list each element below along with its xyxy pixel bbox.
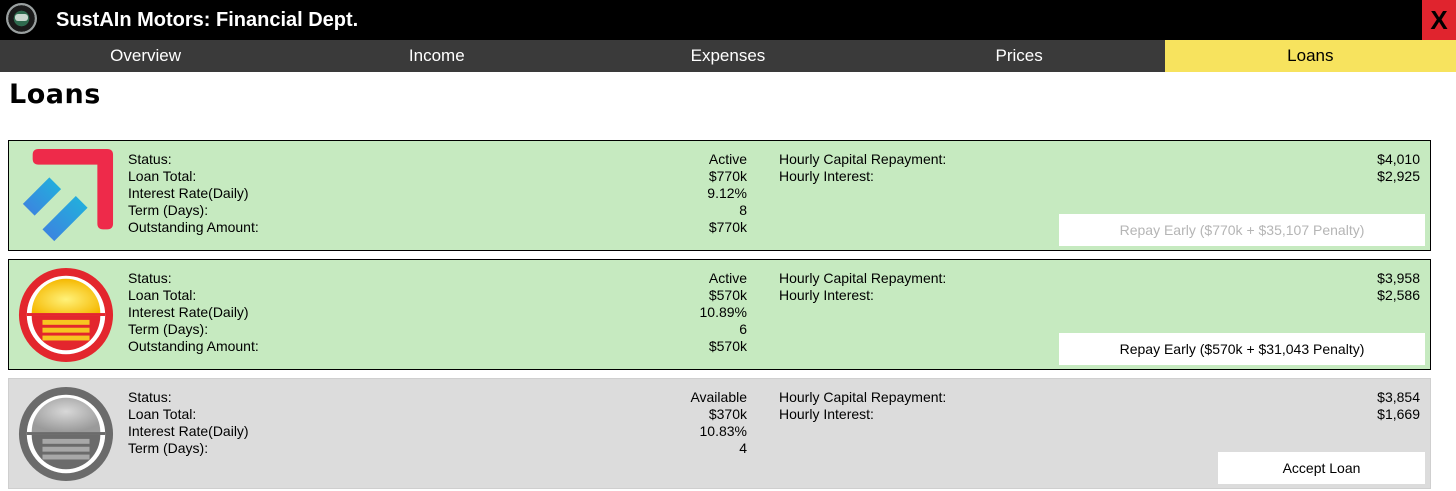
grey-shield-logo-icon [18, 386, 114, 482]
tab-expenses[interactable]: Expenses [690, 46, 766, 65]
interest-rate-value: 9.12% [707, 185, 747, 201]
hourly-capital-label: Hourly Capital Repayment: [779, 270, 947, 286]
repayment-values: $3,958 $2,586 [1259, 270, 1420, 304]
diagonal-arrow-logo-icon [22, 148, 114, 242]
title-bar: SustAIn Motors: Financial Dept. X [0, 0, 1456, 40]
close-button[interactable]: X [1422, 0, 1456, 40]
outstanding-label: Outstanding Amount: [128, 338, 259, 354]
tab-loans[interactable]: Loans [1164, 40, 1456, 72]
tab-prices[interactable]: Prices [995, 46, 1043, 65]
repayment-values: $4,010 $2,925 [1259, 151, 1420, 185]
repay-early-button: Repay Early ($770k + $35,107 Penalty) [1059, 214, 1425, 246]
status-value: Available [690, 389, 747, 405]
hourly-capital-value: $3,958 [1377, 270, 1420, 286]
status-value: Active [708, 270, 747, 286]
loan-labels: Status: Loan Total: Interest Rate(Daily)… [128, 270, 259, 355]
hourly-interest-label: Hourly Interest: [779, 406, 874, 422]
term-value: 8 [739, 202, 747, 218]
interest-rate-value: 10.83% [699, 423, 747, 439]
loan-total-label: Loan Total: [128, 168, 197, 184]
loan-card: Status: Loan Total: Interest Rate(Daily)… [8, 259, 1431, 370]
hourly-capital-value: $4,010 [1377, 151, 1420, 167]
repay-early-button[interactable]: Repay Early ($570k + $31,043 Penalty) [1059, 333, 1425, 365]
loan-total-value: $570k [708, 287, 747, 303]
tab-overview[interactable]: Overview [110, 46, 182, 65]
loan-values: Active $570k 10.89% 6 $570k [569, 270, 747, 355]
term-value: 6 [739, 321, 747, 337]
loan-total-value: $370k [708, 406, 747, 422]
sunrise-shield-logo-icon [18, 267, 114, 363]
status-value: Active [708, 151, 747, 167]
status-label: Status: [128, 151, 172, 167]
hourly-capital-label: Hourly Capital Repayment: [779, 151, 947, 167]
hourly-capital-value: $3,854 [1377, 389, 1420, 405]
hourly-interest-value: $2,925 [1377, 168, 1420, 184]
repayment-values: $3,854 $1,669 [1259, 389, 1420, 423]
term-label: Term (Days): [128, 202, 209, 218]
loan-card: Status: Loan Total: Interest Rate(Daily)… [8, 140, 1431, 251]
tab-bar: Overview Income Expenses Prices Loans [0, 40, 1456, 72]
loan-card: Status: Loan Total: Interest Rate(Daily)… [8, 378, 1431, 489]
term-label: Term (Days): [128, 440, 209, 456]
hourly-capital-label: Hourly Capital Repayment: [779, 389, 947, 405]
hourly-interest-label: Hourly Interest: [779, 168, 874, 184]
repayment-labels: Hourly Capital Repayment: Hourly Interes… [779, 270, 946, 304]
loan-values: Available $370k 10.83% 4 [569, 389, 747, 457]
window-title: SustAIn Motors: Financial Dept. [56, 9, 359, 31]
outstanding-value: $570k [708, 338, 747, 354]
status-label: Status: [128, 389, 172, 405]
outstanding-label: Outstanding Amount: [128, 219, 259, 235]
hourly-interest-label: Hourly Interest: [779, 287, 874, 303]
loan-values: Active $770k 9.12% 8 $770k [569, 151, 747, 236]
interest-rate-label: Interest Rate(Daily) [128, 304, 249, 320]
accept-loan-button[interactable]: Accept Loan [1218, 452, 1425, 484]
loan-labels: Status: Loan Total: Interest Rate(Daily)… [128, 389, 249, 457]
term-label: Term (Days): [128, 321, 209, 337]
loan-total-label: Loan Total: [128, 406, 197, 422]
hourly-interest-value: $2,586 [1377, 287, 1420, 303]
term-value: 4 [739, 440, 747, 456]
interest-rate-label: Interest Rate(Daily) [128, 185, 249, 201]
company-logo-icon [6, 3, 37, 34]
loan-total-label: Loan Total: [128, 287, 197, 303]
page-title: Loans [9, 79, 101, 110]
repayment-labels: Hourly Capital Repayment: Hourly Interes… [779, 151, 946, 185]
outstanding-value: $770k [708, 219, 747, 235]
loan-total-value: $770k [708, 168, 747, 184]
status-label: Status: [128, 270, 172, 286]
interest-rate-value: 10.89% [699, 304, 747, 320]
repayment-labels: Hourly Capital Repayment: Hourly Interes… [779, 389, 946, 423]
hourly-interest-value: $1,669 [1377, 406, 1420, 422]
interest-rate-label: Interest Rate(Daily) [128, 423, 249, 439]
tab-income[interactable]: Income [408, 46, 465, 65]
loan-labels: Status: Loan Total: Interest Rate(Daily)… [128, 151, 259, 236]
